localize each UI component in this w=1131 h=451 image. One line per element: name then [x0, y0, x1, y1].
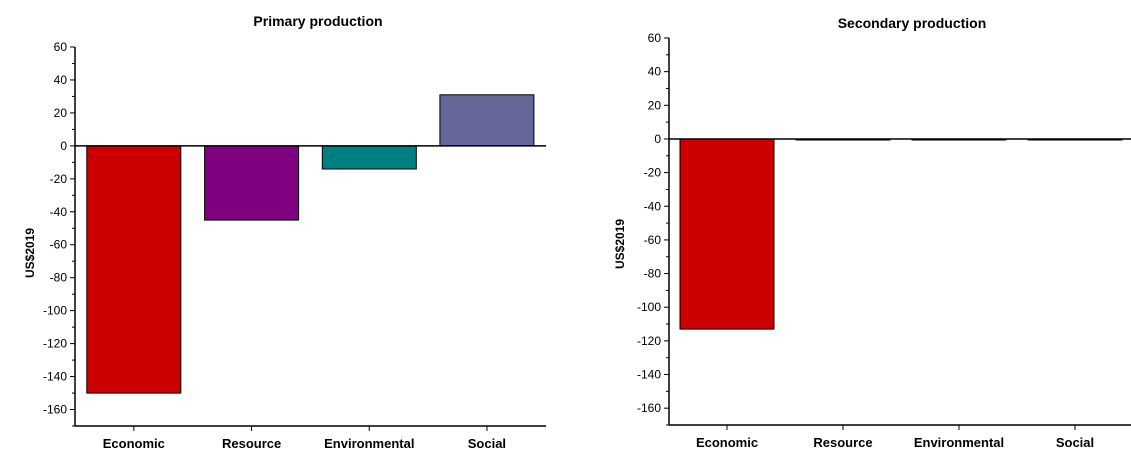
y-tick-label: -100	[637, 300, 661, 314]
y-tick-label: 40	[648, 65, 662, 79]
y-tick-label: -80	[50, 271, 68, 285]
y-tick-label: 0	[654, 132, 661, 146]
y-tick-label: -80	[644, 267, 662, 281]
y-tick-label: -60	[50, 238, 68, 252]
y-tick-label: 0	[60, 139, 67, 153]
bar-resource	[204, 145, 300, 221]
chart-title: Secondary production	[838, 15, 987, 31]
x-tick-label: Resource	[813, 435, 872, 450]
y-tick-label: -120	[637, 334, 661, 348]
y-tick-label: -40	[50, 205, 68, 219]
y-tick-label: -60	[644, 233, 662, 247]
y-tick-label: -20	[50, 172, 68, 186]
y-tick-label: 60	[54, 40, 68, 54]
y-tick-label: 40	[54, 73, 68, 87]
x-tick-label: Social	[468, 436, 506, 451]
chart-title: Primary production	[253, 13, 382, 29]
secondary-production-chart: Secondary production US$2019 Economic Res…	[613, 15, 1131, 450]
x-tick-label: Environmental	[324, 436, 414, 451]
y-tick-label: 60	[648, 31, 662, 45]
y-tick-label: -20	[644, 166, 662, 180]
y-tick-label: -100	[43, 304, 67, 318]
y-axis-label: US$2019	[613, 219, 627, 269]
x-tick-label: Social	[1056, 435, 1094, 450]
y-tick-label: -40	[644, 199, 662, 213]
x-tick-label: Resource	[222, 436, 281, 451]
y-tick-label: -140	[43, 370, 67, 384]
bar-economic	[679, 138, 775, 330]
bar-economic	[86, 145, 182, 394]
y-tick-label: -160	[637, 401, 661, 415]
y-tick-label: 20	[648, 98, 662, 112]
primary-production-chart: Primary production US$2019 Economic Resou…	[23, 13, 546, 451]
x-tick-label: Environmental	[914, 435, 1004, 450]
x-tick-label: Economic	[103, 436, 165, 451]
bar-environmental	[321, 145, 417, 170]
y-tick-label: 20	[54, 106, 68, 120]
bar-social	[439, 94, 535, 147]
x-tick-label: Economic	[696, 435, 758, 450]
y-axis-label: US$2019	[23, 228, 37, 278]
y-tick-label: -160	[43, 403, 67, 417]
y-tick-label: -120	[43, 337, 67, 351]
y-tick-label: -140	[637, 368, 661, 382]
